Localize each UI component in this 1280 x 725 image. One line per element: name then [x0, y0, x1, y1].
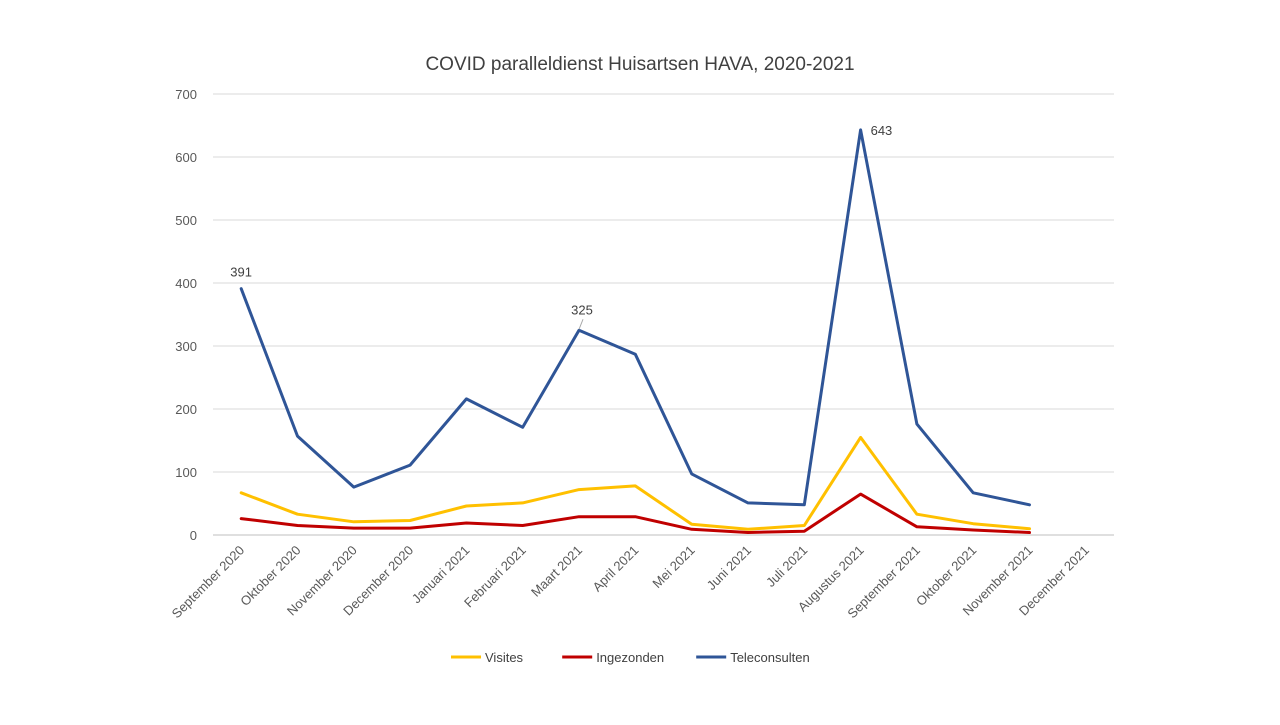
series-line-teleconsulten	[239, 128, 1031, 507]
chart-title: COVID paralleldienst Huisartsen HAVA, 20…	[425, 54, 854, 75]
y-axis-ticks: 0 100 200 300 400 500 600 700	[175, 87, 197, 543]
y-tick-label: 700	[175, 87, 197, 102]
data-label: 325	[571, 302, 593, 317]
legend-label: Visites	[485, 650, 524, 665]
data-label: 391	[230, 265, 252, 280]
y-tick-label: 300	[175, 339, 197, 354]
x-tick-label: Maart 2021	[528, 543, 585, 600]
series-line-ingezonden	[239, 492, 1031, 534]
legend-item-ingezonden: Ingezonden	[562, 650, 664, 665]
legend-item-visites: Visites	[451, 650, 524, 665]
series-lines	[239, 128, 1031, 534]
x-tick-label: September 2020	[169, 543, 248, 622]
gridlines	[213, 93, 1114, 536]
y-tick-label: 500	[175, 213, 197, 228]
legend: Visites Ingezonden Teleconsulten	[451, 650, 810, 665]
data-label-leader	[578, 319, 584, 330]
legend-item-teleconsulten: Teleconsulten	[696, 650, 810, 665]
y-tick-label: 100	[175, 465, 197, 480]
y-tick-label: 200	[175, 402, 197, 417]
y-tick-label: 400	[175, 276, 197, 291]
data-label: 643	[871, 123, 893, 138]
y-tick-label: 0	[190, 528, 197, 543]
x-tick-label: Juli 2021	[763, 543, 810, 590]
legend-label: Ingezonden	[596, 650, 664, 665]
x-tick-label: Juni 2021	[704, 543, 754, 593]
data-labels: 391 325 643	[230, 123, 893, 330]
x-tick-label: April 2021	[589, 543, 641, 595]
series-line-visites	[239, 435, 1031, 531]
legend-label: Teleconsulten	[730, 650, 810, 665]
x-tick-label: Mei 2021	[649, 543, 697, 591]
y-tick-label: 600	[175, 150, 197, 165]
